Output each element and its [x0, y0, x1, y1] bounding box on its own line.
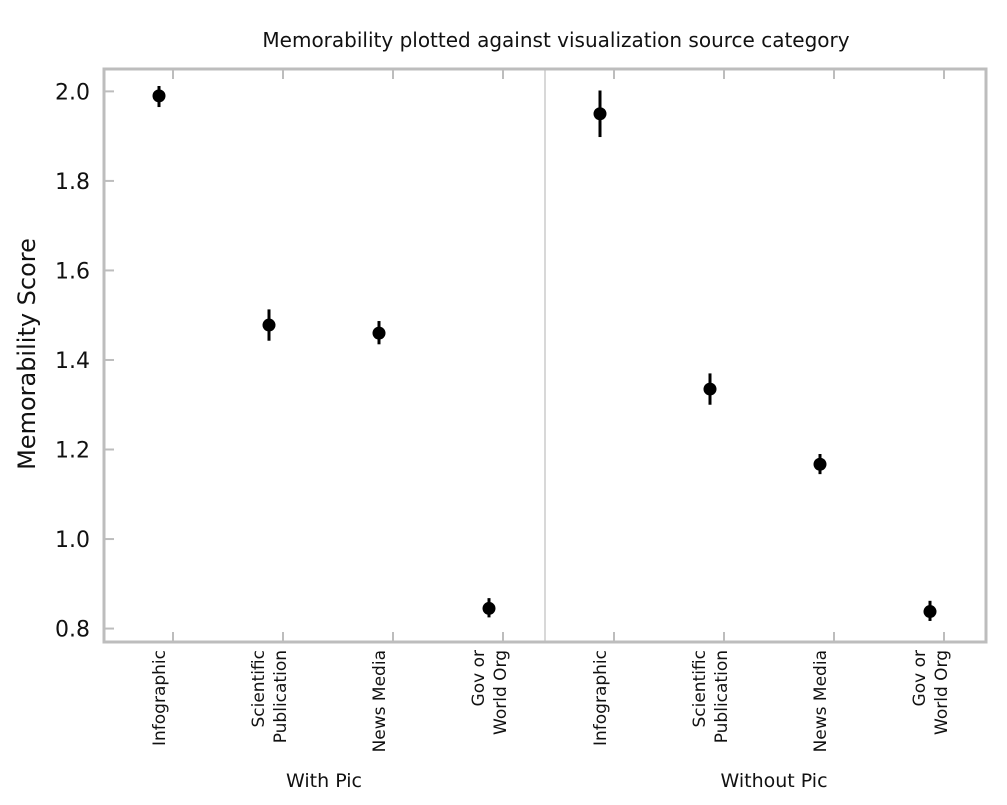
group-label: Without Pic: [720, 770, 827, 792]
x-tick-label: News Media: [811, 650, 831, 752]
x-tick-label: World Org: [932, 650, 952, 735]
y-axis-ticks: 2.0 1.8 1.6 1.4 1.2 1.0 0.8: [55, 80, 114, 643]
data-point: [703, 382, 717, 396]
x-tick-label: Scientific: [690, 650, 710, 728]
x-tick-label: Publication: [712, 650, 732, 743]
x-axis-labels: Infographic Scientific Publication News Med…: [150, 650, 952, 752]
x-tick-label: World Org: [491, 650, 511, 735]
y-tick-label: 0.8: [55, 618, 90, 643]
y-tick-label: 1.2: [55, 439, 90, 464]
x-axis-ticks: [172, 69, 945, 642]
x-tick-label: Publication: [271, 650, 291, 743]
x-tick-label: Scientific: [249, 650, 269, 728]
x-tick-label: Infographic: [591, 650, 611, 746]
group-label: With Pic: [286, 770, 362, 792]
x-tick-label: Gov or: [910, 650, 930, 706]
data-point: [593, 107, 607, 121]
y-tick-label: 1.4: [55, 349, 90, 374]
data-point: [923, 605, 937, 619]
data-point: [152, 89, 166, 103]
data-point: [813, 457, 827, 471]
data-points: [152, 86, 937, 621]
x-tick-label: Infographic: [150, 650, 170, 746]
group-labels: With Pic Without Pic: [286, 770, 828, 792]
y-tick-label: 1.0: [55, 528, 90, 553]
x-tick-label: Gov or: [469, 650, 489, 706]
data-point: [372, 326, 386, 340]
data-point: [262, 318, 276, 332]
x-tick-label: News Media: [370, 650, 390, 752]
y-tick-label: 2.0: [55, 80, 90, 105]
chart-title: Memorability plotted against visualizati…: [262, 28, 849, 52]
y-tick-label: 1.8: [55, 170, 90, 195]
y-axis-label: Memorability Score: [13, 238, 41, 470]
y-tick-label: 1.6: [55, 259, 90, 284]
data-point: [482, 601, 496, 615]
